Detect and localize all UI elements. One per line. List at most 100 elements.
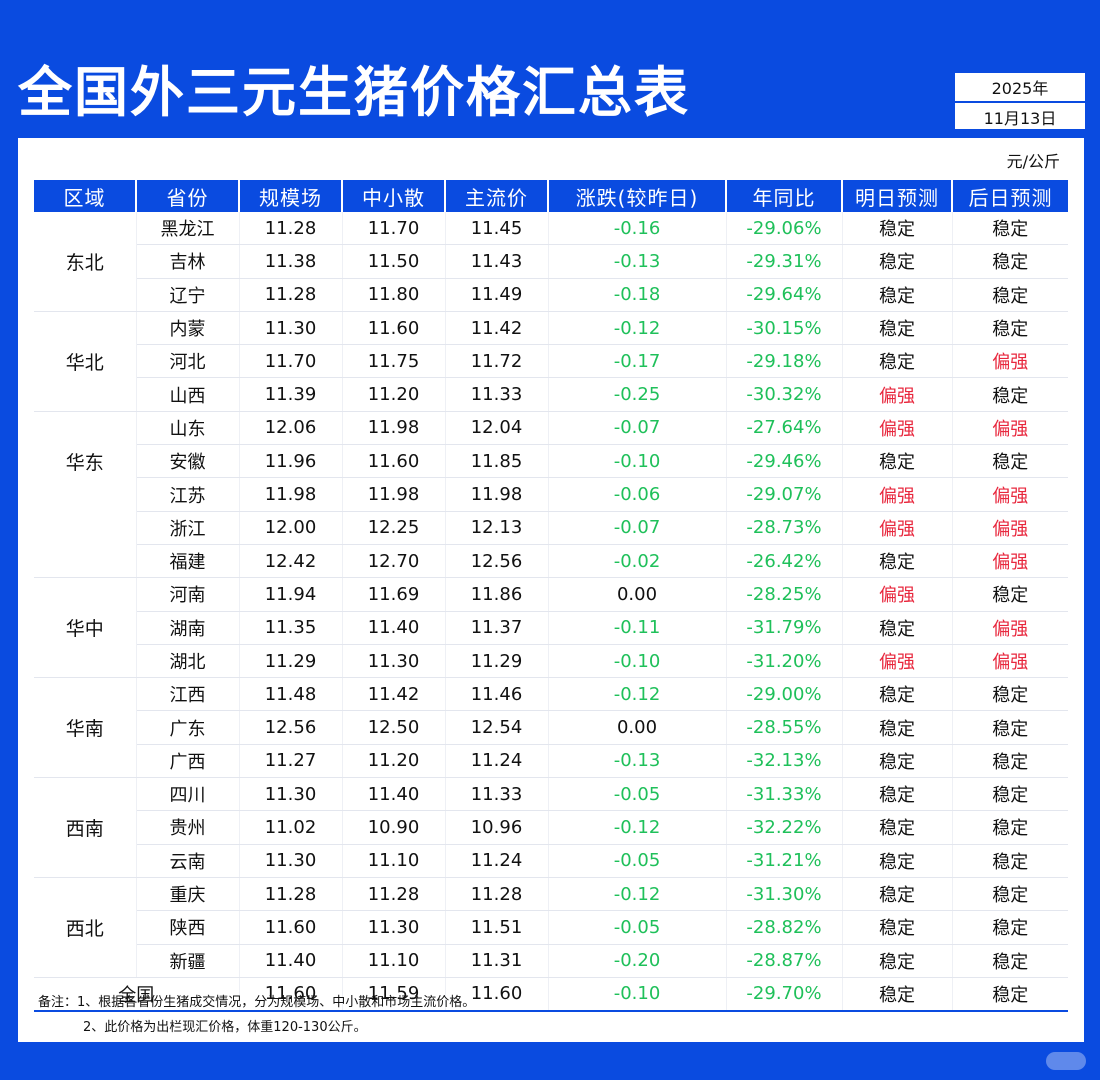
- forecast-tomorrow-cell: 稳定: [842, 777, 953, 812]
- region-cell: [34, 744, 137, 779]
- scale-price-cell: 11.60: [239, 977, 343, 1013]
- small-price-cell: 11.69: [342, 577, 446, 612]
- small-price-cell: 11.30: [342, 910, 446, 945]
- page-title: 全国外三元生猪价格汇总表: [18, 61, 690, 124]
- change-cell: -0.12: [548, 877, 727, 912]
- province-cell: 江西: [136, 677, 240, 712]
- yoy-cell: -28.82%: [726, 910, 843, 945]
- yoy-cell: -28.73%: [726, 511, 843, 545]
- small-price-cell: 12.50: [342, 710, 446, 745]
- region-cell: 西南: [34, 810, 137, 845]
- province-cell: 山东: [136, 411, 240, 446]
- table-row: 江西 11.48 11.42 11.46 -0.12 -29.00% 稳定 稳定: [34, 677, 1068, 712]
- forecast-tomorrow-cell: 稳定: [842, 244, 953, 279]
- forecast-tomorrow-cell: 稳定: [842, 311, 953, 346]
- forecast-tomorrow-cell: 稳定: [842, 710, 953, 745]
- small-price-cell: 11.59: [342, 977, 446, 1013]
- forecast-after-cell: 稳定: [952, 244, 1068, 279]
- region-cell: [34, 577, 137, 612]
- forecast-tomorrow-cell: 稳定: [842, 444, 953, 479]
- forecast-tomorrow-cell: 稳定: [842, 944, 953, 978]
- scale-price-cell: 11.30: [239, 311, 343, 346]
- small-price-cell: 11.28: [342, 877, 446, 912]
- region-cell: [34, 511, 137, 545]
- yoy-cell: -29.06%: [726, 212, 843, 246]
- column-header: 区域: [34, 180, 137, 212]
- table-row: 辽宁 11.28 11.80 11.49 -0.18 -29.64% 稳定 稳定: [34, 278, 1068, 312]
- table-row: 华中 湖南 11.35 11.40 11.37 -0.11 -31.79% 稳定 偏强: [34, 611, 1068, 645]
- main-price-cell: 11.98: [445, 477, 549, 512]
- table-row: 华北 河北 11.70 11.75 11.72 -0.17 -29.18% 稳定 偏强: [34, 344, 1068, 379]
- yoy-cell: -29.07%: [726, 477, 843, 512]
- forecast-tomorrow-cell: 稳定: [842, 544, 953, 579]
- forecast-after-cell: 稳定: [952, 710, 1068, 745]
- table-row: 新疆 11.40 11.10 11.31 -0.20 -28.87% 稳定 稳定: [34, 944, 1068, 978]
- table-row: 东北 吉林 11.38 11.50 11.43 -0.13 -29.31% 稳定 稳定: [34, 244, 1068, 279]
- table-row: 云南 11.30 11.10 11.24 -0.05 -31.21% 稳定 稳定: [34, 844, 1068, 878]
- province-cell: 黑龙江: [136, 212, 240, 246]
- forecast-tomorrow-cell: 稳定: [842, 677, 953, 712]
- forecast-tomorrow-cell: 偏强: [842, 477, 953, 512]
- yoy-cell: -28.55%: [726, 710, 843, 745]
- main-price-cell: 11.33: [445, 377, 549, 412]
- yoy-cell: -32.13%: [726, 744, 843, 779]
- yoy-cell: -30.15%: [726, 311, 843, 346]
- region-cell: [34, 644, 137, 679]
- forecast-tomorrow-cell: 偏强: [842, 577, 953, 612]
- main-price-cell: 12.04: [445, 411, 549, 446]
- province-cell: 新疆: [136, 944, 240, 978]
- date-day: 11月13日: [983, 109, 1057, 128]
- yoy-cell: -27.64%: [726, 411, 843, 446]
- yoy-cell: -29.46%: [726, 444, 843, 479]
- scale-price-cell: 12.56: [239, 710, 343, 745]
- column-header: 涨跌(较昨日): [548, 180, 727, 212]
- forecast-tomorrow-cell: 稳定: [842, 910, 953, 945]
- change-cell: -0.13: [548, 744, 727, 779]
- small-price-cell: 11.10: [342, 944, 446, 978]
- yoy-cell: -29.70%: [726, 977, 843, 1013]
- change-cell: -0.10: [548, 644, 727, 679]
- change-cell: -0.16: [548, 212, 727, 246]
- forecast-tomorrow-cell: 稳定: [842, 844, 953, 878]
- column-header: 后日预测: [952, 180, 1068, 212]
- table-row: 江苏 11.98 11.98 11.98 -0.06 -29.07% 偏强 偏强: [34, 477, 1068, 512]
- scale-price-cell: 11.27: [239, 744, 343, 779]
- content-panel: 元/公斤 区域 省份 规模场 中小散 主流价 涨跌(较昨日) 年同比 明日预测 后日预测 黑龙江…: [18, 138, 1084, 1042]
- forecast-tomorrow-cell: 稳定: [842, 278, 953, 312]
- region-cell: [34, 311, 137, 345]
- forecast-tomorrow-cell: 偏强: [842, 511, 953, 545]
- total-row: 全国 11.60 11.59 11.60 -0.10 -29.70% 稳定 稳定: [34, 977, 1068, 1013]
- yoy-cell: -31.30%: [726, 877, 843, 912]
- main-price-cell: 11.29: [445, 644, 549, 679]
- forecast-after-cell: 稳定: [952, 910, 1068, 945]
- main-price-cell: 12.54: [445, 710, 549, 745]
- scale-price-cell: 11.28: [239, 877, 343, 912]
- province-cell: 湖南: [136, 611, 240, 645]
- forecast-after-cell: 偏强: [952, 544, 1068, 579]
- scale-price-cell: 11.48: [239, 677, 343, 712]
- table-row: 湖北 11.29 11.30 11.29 -0.10 -31.20% 偏强 偏强: [34, 644, 1068, 679]
- date-year: 2025年: [955, 73, 1085, 103]
- region-cell: 东北: [34, 244, 137, 279]
- region-cell: 华南: [34, 710, 137, 745]
- forecast-tomorrow-cell: 稳定: [842, 344, 953, 379]
- scale-price-cell: 12.06: [239, 411, 343, 446]
- change-cell: -0.20: [548, 944, 727, 978]
- table-row: 西北 陕西 11.60 11.30 11.51 -0.05 -28.82% 稳定 稳定: [34, 910, 1068, 945]
- main-price-cell: 10.96: [445, 810, 549, 845]
- table-row: 华南 广东 12.56 12.50 12.54 0.00 -28.55% 稳定 稳定: [34, 710, 1068, 745]
- change-cell: -0.25: [548, 377, 727, 412]
- forecast-tomorrow-cell: 稳定: [842, 212, 953, 246]
- region-cell: 华东: [34, 444, 137, 478]
- price-table: 区域 省份 规模场 中小散 主流价 涨跌(较昨日) 年同比 明日预测 后日预测 黑龙江 11.28…: [34, 180, 1068, 1013]
- table-row: 山东 12.06 11.98 12.04 -0.07 -27.64% 偏强 偏强: [34, 411, 1068, 446]
- scale-price-cell: 11.94: [239, 577, 343, 612]
- main-price-cell: 11.49: [445, 278, 549, 312]
- note-2: 2、此价格为出栏现汇价格，体重120-130公斤。: [83, 1020, 367, 1035]
- table-row: 内蒙 11.30 11.60 11.42 -0.12 -30.15% 稳定 稳定: [34, 311, 1068, 346]
- change-cell: -0.06: [548, 477, 727, 512]
- forecast-tomorrow-cell: 稳定: [842, 877, 953, 912]
- forecast-after-cell: 偏强: [952, 344, 1068, 379]
- scale-price-cell: 11.02: [239, 810, 343, 845]
- province-cell: 陕西: [136, 910, 240, 945]
